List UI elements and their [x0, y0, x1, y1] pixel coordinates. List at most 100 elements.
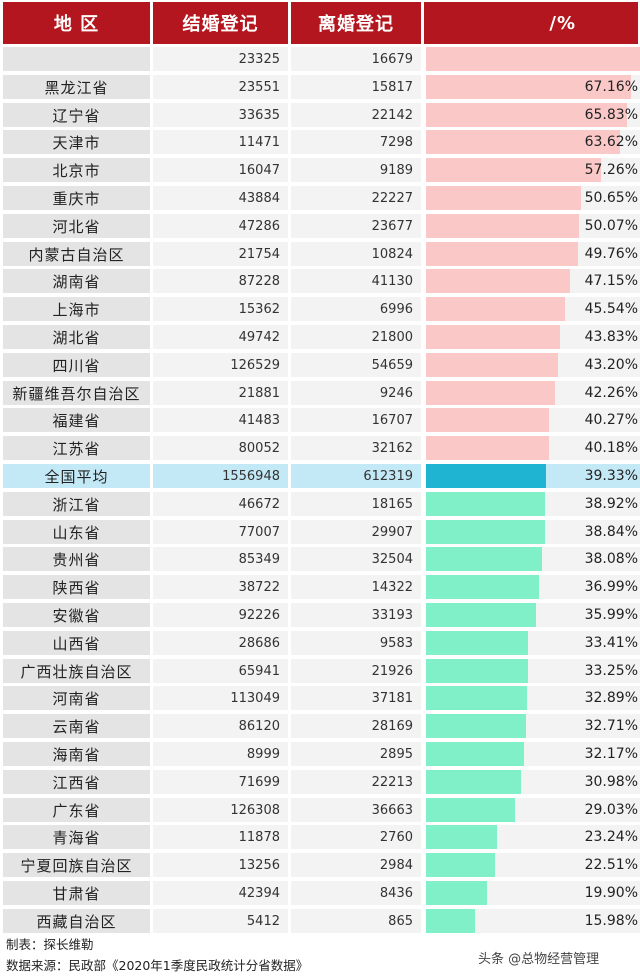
marriage-cell: 23551	[153, 75, 288, 99]
region-cell: 上海市	[3, 297, 150, 321]
divorce-cell: 2984	[291, 853, 421, 877]
marriage-cell: 41483	[153, 408, 288, 432]
divorce-cell: 54659	[291, 353, 421, 377]
ratio-bar	[426, 75, 631, 99]
marriage-cell: 42394	[153, 881, 288, 905]
region-cell: 江西省	[3, 770, 150, 794]
region-cell: 陕西省	[3, 575, 150, 599]
region-cell: 河南省	[3, 686, 150, 710]
region-cell: 全国平均	[3, 464, 150, 488]
marriage-cell: 65941	[153, 659, 288, 683]
ratio-bar	[426, 742, 524, 766]
divorce-cell: 41130	[291, 269, 421, 293]
divorce-cell: 14322	[291, 575, 421, 599]
ratio-label: 15.98%	[584, 913, 638, 929]
marriage-cell: 16047	[153, 158, 288, 182]
divorce-cell: 37181	[291, 686, 421, 710]
table-footer: 制表：探长维勒 数据来源：民政部《2020年1季度民政统计分省数据》	[6, 934, 634, 976]
marriage-cell: 5412	[153, 909, 288, 933]
ratio-bar	[426, 575, 539, 599]
region-cell: 河北省	[3, 214, 150, 238]
ratio-label: 29.03%	[584, 802, 638, 818]
divorce-cell: 22213	[291, 770, 421, 794]
ratio-bar	[426, 798, 515, 822]
ratio-label: 30.98%	[584, 774, 638, 790]
marriage-cell: 21754	[153, 242, 288, 266]
region-cell: 青海省	[3, 825, 150, 849]
divorce-cell: 7298	[291, 130, 421, 154]
header-marriage: 结婚登记	[153, 2, 288, 44]
divorce-cell: 865	[291, 909, 421, 933]
ratio-bar	[426, 297, 565, 321]
header-ratio: /%	[424, 2, 638, 44]
divorce-cell: 15817	[291, 75, 421, 99]
ratio-label: 67.16%	[584, 79, 638, 95]
ratio-bar	[426, 158, 601, 182]
ratio-label: 32.17%	[584, 746, 638, 762]
marriage-cell: 38722	[153, 575, 288, 599]
marriage-cell: 47286	[153, 214, 288, 238]
divorce-cell: 2895	[291, 742, 421, 766]
header-divorce: 离婚登记	[291, 2, 421, 44]
ratio-bar	[426, 631, 528, 655]
ratio-bar	[426, 214, 579, 238]
ratio-label: 45.54%	[584, 301, 638, 317]
ratio-bar	[426, 381, 555, 405]
ratio-label: 23.24%	[584, 829, 638, 845]
region-cell: 辽宁省	[3, 103, 150, 127]
ranking-table: 地 区 结婚登记 离婚登记 /% 23325 16679 黑龙江省 23551 1581…	[3, 2, 640, 933]
divorce-cell: 32504	[291, 547, 421, 571]
ratio-bar	[426, 325, 560, 349]
divorce-cell: 22227	[291, 186, 421, 210]
region-cell	[3, 47, 150, 71]
divorce-cell: 612319	[291, 464, 421, 488]
region-cell: 安徽省	[3, 603, 150, 627]
ratio-bar	[426, 603, 536, 627]
footer-source: 数据来源：民政部《2020年1季度民政统计分省数据》	[6, 958, 309, 973]
divorce-cell: 2760	[291, 825, 421, 849]
region-cell: 四川省	[3, 353, 150, 377]
region-cell: 甘肃省	[3, 881, 150, 905]
ratio-label: 38.08%	[584, 551, 638, 567]
ratio-bar	[426, 353, 558, 377]
region-cell: 浙江省	[3, 492, 150, 516]
divorce-cell: 29907	[291, 520, 421, 544]
ratio-bar	[426, 770, 521, 794]
ratio-bar	[426, 186, 581, 210]
region-cell: 西藏自治区	[3, 909, 150, 933]
divorce-cell: 36663	[291, 798, 421, 822]
ratio-label: 40.18%	[584, 440, 638, 456]
region-cell: 山西省	[3, 631, 150, 655]
ratio-bar	[426, 853, 495, 877]
ratio-label: 36.99%	[584, 579, 638, 595]
region-cell: 内蒙古自治区	[3, 242, 150, 266]
ratio-bar	[426, 47, 640, 71]
region-cell: 湖北省	[3, 325, 150, 349]
ratio-bar	[426, 881, 487, 905]
marriage-cell: 11471	[153, 130, 288, 154]
divorce-cell: 6996	[291, 297, 421, 321]
ratio-bar	[426, 464, 546, 488]
ratio-label: 40.27%	[584, 412, 638, 428]
divorce-cell: 21926	[291, 659, 421, 683]
ratio-label: 65.83%	[584, 107, 638, 123]
divorce-cell: 16707	[291, 408, 421, 432]
ratio-bar	[426, 825, 497, 849]
ratio-label: 57.26%	[584, 162, 638, 178]
divorce-cell: 9189	[291, 158, 421, 182]
divorce-cell: 9246	[291, 381, 421, 405]
watermark-text: 头条 @总物经营管理	[478, 952, 600, 967]
region-cell: 天津市	[3, 130, 150, 154]
marriage-cell: 21881	[153, 381, 288, 405]
region-cell: 北京市	[3, 158, 150, 182]
region-cell: 海南省	[3, 742, 150, 766]
ratio-bar	[426, 436, 549, 460]
ratio-label: 50.65%	[584, 190, 638, 206]
ratio-bar	[426, 242, 578, 266]
ratio-bar	[426, 130, 620, 154]
ratio-bar	[426, 520, 545, 544]
ratio-bar	[426, 659, 528, 683]
region-cell: 广西壮族自治区	[3, 659, 150, 683]
marriage-cell: 71699	[153, 770, 288, 794]
marriage-cell: 28686	[153, 631, 288, 655]
